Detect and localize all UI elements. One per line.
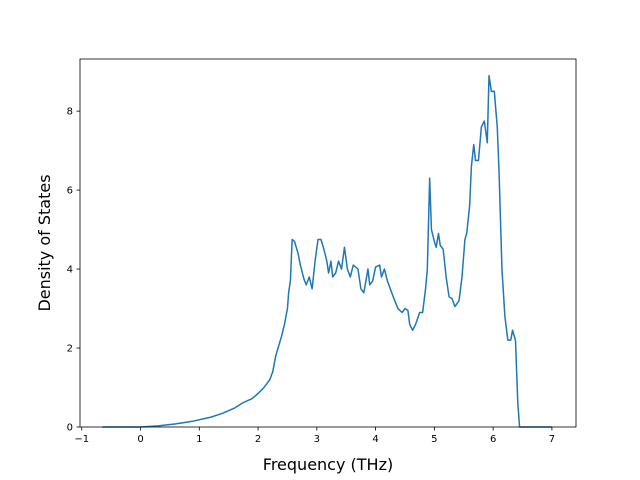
x-tick-label: 3 — [314, 434, 320, 445]
y-tick-label: 4 — [67, 265, 73, 276]
y-tick-label: 6 — [67, 186, 73, 197]
line — [102, 74, 552, 428]
plot-area — [80, 59, 576, 427]
x-tick-label: 7 — [549, 434, 555, 445]
x-tick-label: 6 — [490, 434, 496, 445]
x-tick-label: −1 — [74, 434, 89, 445]
y-tick-label: 0 — [67, 423, 73, 434]
x-axis-label: Frequency (THz) — [263, 455, 393, 474]
x-tick-label: 2 — [255, 434, 261, 445]
y-tick-label: 8 — [67, 107, 73, 118]
x-tick-label: 0 — [137, 434, 143, 445]
x-tick-label: 1 — [196, 434, 202, 445]
x-tick-label: 4 — [372, 434, 378, 445]
axes-frame — [79, 58, 577, 428]
y-tick-label: 2 — [67, 344, 73, 355]
y-axis-label: Density of States — [35, 174, 54, 311]
x-tick-label: 5 — [431, 434, 437, 445]
